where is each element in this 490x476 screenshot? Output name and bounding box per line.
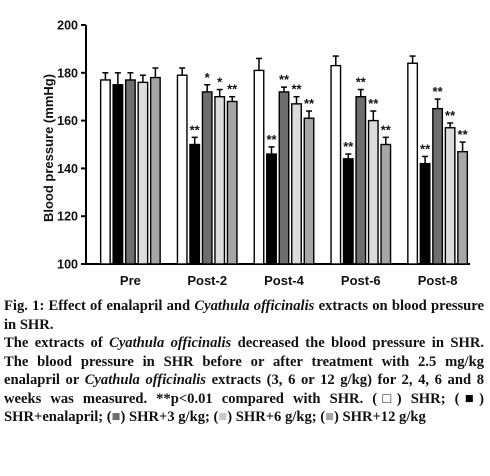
significance-label: ** <box>368 96 379 111</box>
caption-body-species: Cyathula officinalis <box>84 372 206 388</box>
y-tick-label: 160 <box>57 114 78 128</box>
bar <box>367 119 379 265</box>
x-tick-label: Post-6 <box>341 273 381 288</box>
bar <box>444 127 456 265</box>
caption-body-text: ) SHR+12 g/kg <box>333 409 426 425</box>
significance-label: * <box>217 75 223 90</box>
bar <box>149 76 161 265</box>
legend-symbol-shr: □ <box>377 390 397 407</box>
caption-title-species: Cyathula officinalis <box>194 298 315 314</box>
y-axis-label: Blood pressure (mmHg) <box>41 74 56 222</box>
bar <box>124 79 136 265</box>
legend-symbol-12g: ■ <box>325 409 334 425</box>
bar <box>457 150 469 265</box>
bar <box>291 103 302 265</box>
caption-body-text: ) SHR+6 g/kg; ( <box>227 409 326 425</box>
caption-body-text: ) SHR+enalapril; ( <box>4 390 484 426</box>
significance-label: ** <box>304 96 315 111</box>
significance-label: ** <box>266 132 277 147</box>
x-tick-label: Pre <box>120 273 141 288</box>
significance-label: ** <box>291 82 302 97</box>
bar <box>407 62 419 265</box>
legend-symbol-3g: ■ <box>111 409 121 425</box>
x-tick-label: Post-4 <box>264 273 305 288</box>
y-tick-label: 120 <box>57 210 78 224</box>
caption-body-text: The extracts of <box>4 335 110 351</box>
significance-label: ** <box>433 84 444 99</box>
caption-title-text-end: extracts on blood pressure in SHR. <box>4 298 484 333</box>
y-tick-label: 100 <box>57 258 78 272</box>
bar <box>419 162 431 265</box>
bar <box>253 69 265 265</box>
legend-symbol-enalapril: ■ <box>459 390 480 407</box>
bar <box>342 158 354 265</box>
caption-body-text: ) SHR+3 g/kg; ( <box>120 409 219 425</box>
significance-label: ** <box>356 75 367 90</box>
bar <box>137 81 149 265</box>
bar <box>189 143 201 265</box>
significance-label: ** <box>227 82 238 97</box>
bar <box>112 84 124 265</box>
bar <box>214 95 226 265</box>
significance-label: ** <box>190 122 201 137</box>
bar <box>380 143 392 265</box>
bar <box>226 100 238 265</box>
figure-caption: Fig. 1: Effect of enalapril and Cyathula… <box>4 297 484 427</box>
x-tick-label: Post-8 <box>418 273 458 288</box>
bar <box>278 91 290 265</box>
bar <box>330 64 342 265</box>
caption-title-text: Effect of enalapril and <box>44 298 195 314</box>
significance-label: ** <box>420 141 431 156</box>
significance-label: ** <box>343 139 354 154</box>
caption-body-text: ) SHR; ( <box>396 390 460 407</box>
chart-axes: 100 120 140 160 180 200 Pre Post-2 Post-4 Post-6 P… <box>57 19 470 288</box>
x-tick-label: Post-2 <box>187 273 227 288</box>
chart-bars: *** * ************************** <box>99 55 469 265</box>
significance-label: * <box>205 70 211 85</box>
caption-body-text: extracts (3, 6 or 12 g/kg) for 2, 4, 6 a… <box>4 372 484 407</box>
y-tick-label: 180 <box>57 66 78 80</box>
figure-label: Fig. 1: <box>4 298 45 314</box>
significance-label: ** <box>458 127 469 142</box>
bar <box>201 91 213 265</box>
caption-title: Fig. 1: Effect of enalapril and Cyathula… <box>4 297 484 334</box>
bar-chart: 100 120 140 160 180 200 Pre Post-2 Post-4 Post-6 P… <box>41 19 470 288</box>
y-tick-label: 200 <box>57 19 78 33</box>
bar <box>355 95 367 265</box>
caption-body-species: Cyathula officinalis <box>109 335 232 351</box>
caption-body: The extracts of Cyathula officinalis dec… <box>4 334 484 427</box>
significance-label: ** <box>445 108 456 123</box>
bar <box>99 79 111 265</box>
bar <box>176 74 188 265</box>
significance-label: ** <box>279 72 290 87</box>
legend-symbol-6g: ■ <box>218 409 228 425</box>
bar <box>266 153 277 265</box>
bar <box>432 107 444 265</box>
significance-label: ** <box>381 122 392 137</box>
y-tick-label: 140 <box>57 162 78 176</box>
caption-body-text: decreased the blood pressure in SHR. The… <box>4 335 485 388</box>
bar <box>303 117 315 265</box>
